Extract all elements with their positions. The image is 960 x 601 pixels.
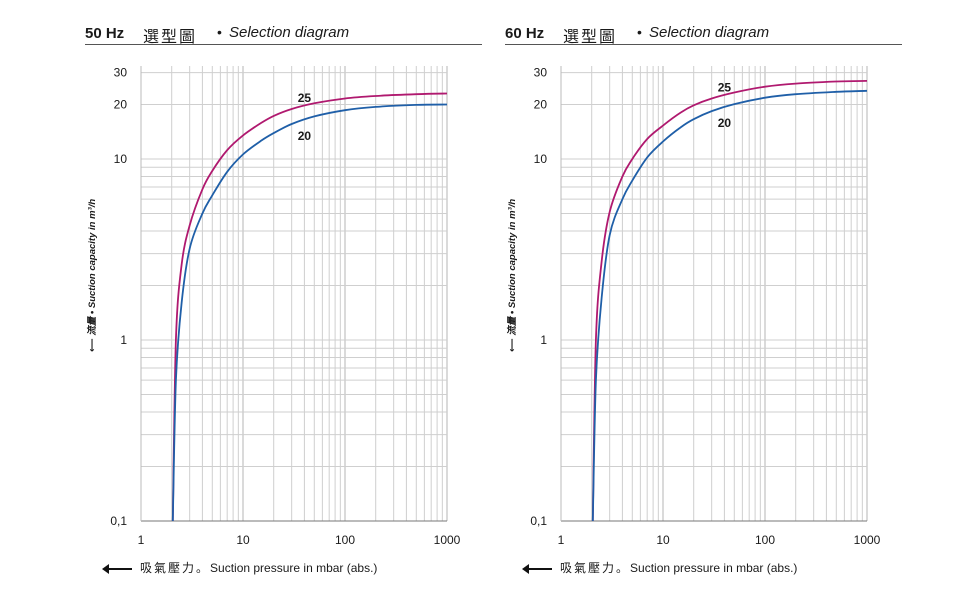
grid	[140, 66, 448, 522]
x-tick-label: 100	[755, 533, 775, 547]
series-line-25	[591, 80, 868, 522]
y-tick-label: 0,1	[530, 514, 547, 528]
english-title: Selection diagram	[649, 24, 770, 41]
frequency-title: 50 Hz	[85, 25, 125, 42]
grid	[560, 66, 868, 522]
series-label: 20	[718, 116, 732, 130]
y-tick-label: 1	[540, 333, 547, 347]
x-tick-label: 10	[656, 533, 670, 547]
x-tick-label: 1000	[854, 533, 881, 547]
series-label: 25	[298, 91, 312, 105]
chart-header: 50 Hz 選型圖 • Selection diagram	[85, 22, 482, 46]
x-tick-label: 1	[138, 533, 145, 547]
frequency-title: 60 Hz	[505, 25, 545, 42]
y-tick-label: 0,1	[110, 514, 127, 528]
bullet-icon: •	[637, 24, 642, 40]
chinese-title: 選型圖	[143, 29, 198, 46]
plot-svg: 1 10 100 1000 0,1 1 10 20 30 25 20	[530, 66, 881, 547]
series-label: 25	[718, 80, 732, 94]
series-line-25	[171, 92, 448, 522]
series-line-20	[171, 103, 448, 522]
y-tick-label: 30	[114, 66, 128, 80]
chinese-title: 選型圖	[563, 29, 618, 46]
x-axis-label: 吸氣壓力。Suction pressure in mbar (abs.)	[102, 559, 377, 576]
x-tick-label: 1000	[434, 533, 461, 547]
y-tick-label: 20	[534, 98, 548, 112]
bullet-icon: •	[217, 24, 222, 40]
series-line-20	[591, 89, 868, 522]
y-tick-label: 20	[114, 98, 128, 112]
left-arrow-icon	[102, 563, 132, 574]
chart-header: 60 Hz 選型圖 • Selection diagram	[505, 22, 902, 46]
y-tick-label: 10	[114, 152, 128, 166]
x-tick-label: 10	[236, 533, 250, 547]
x-axis-label: 吸氣壓力。Suction pressure in mbar (abs.)	[522, 559, 797, 576]
y-tick-label: 1	[120, 333, 127, 347]
left-arrow-icon	[522, 563, 552, 574]
english-title: Selection diagram	[229, 24, 350, 41]
series-label: 20	[298, 129, 312, 143]
x-tick-label: 1	[558, 533, 565, 547]
y-tick-label: 10	[534, 152, 548, 166]
y-tick-label: 30	[534, 66, 548, 80]
x-tick-label: 100	[335, 533, 355, 547]
